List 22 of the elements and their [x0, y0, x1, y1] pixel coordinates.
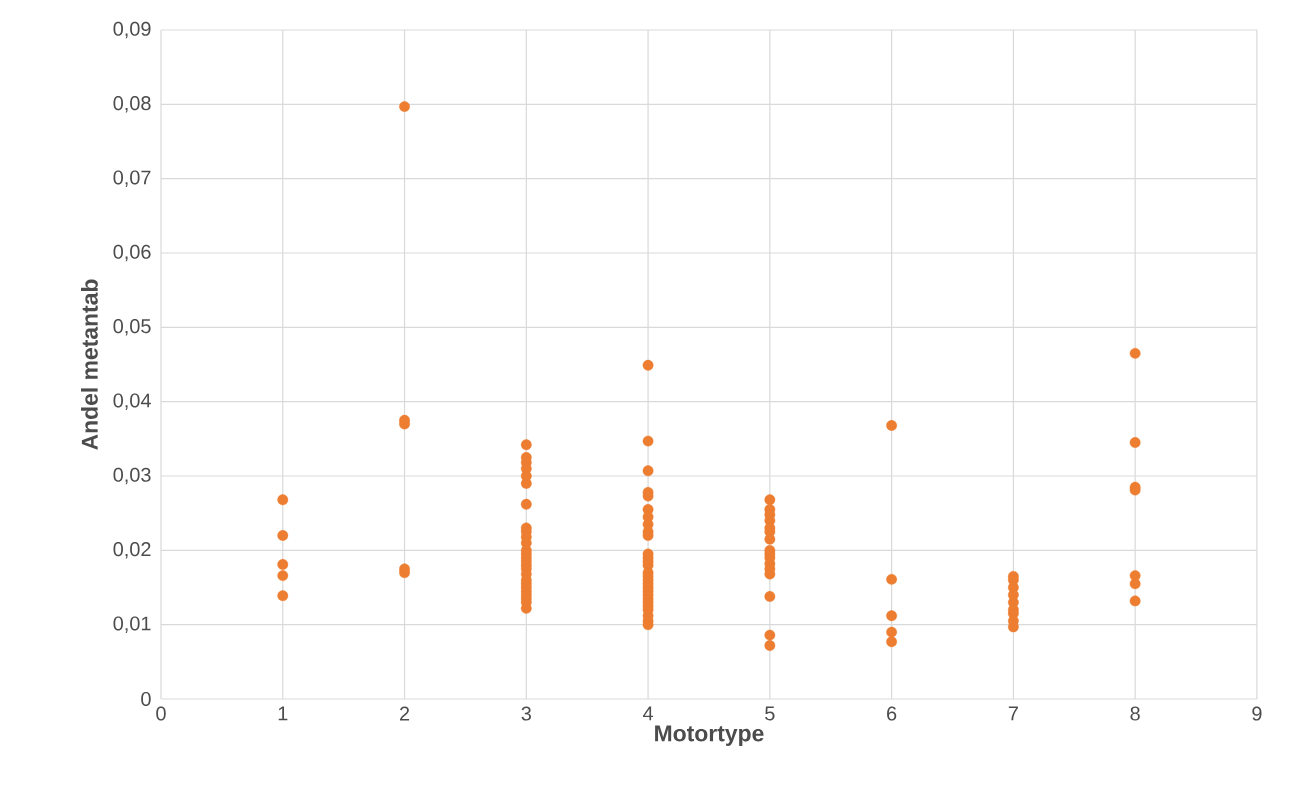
- y-tick-label: 0,02: [113, 542, 151, 559]
- x-tick-label: 5: [765, 706, 775, 721]
- y-tick-label: 0: [141, 691, 151, 707]
- x-tick-label: 7: [1008, 706, 1018, 721]
- y-axis-title: Andel metantab: [81, 279, 98, 450]
- x-tick-label: 2: [400, 706, 410, 721]
- y-tick-label: 0,03: [113, 467, 151, 485]
- y-tick-label: 0,09: [113, 21, 151, 39]
- x-tick-label: 1: [278, 706, 288, 721]
- y-tick-label: 0,08: [113, 96, 151, 113]
- x-tick-label: 4: [642, 706, 654, 721]
- y-tick-label: 0,05: [113, 319, 151, 336]
- y-tick-label: 0,01: [113, 616, 151, 633]
- x-tick-label: 3: [521, 706, 531, 721]
- x-tick-label: 6: [887, 706, 897, 721]
- y-tick-label: 0,04: [113, 393, 151, 410]
- y-tick-label: 0,06: [113, 244, 151, 262]
- y-tick-label: 0,07: [113, 170, 151, 187]
- x-tick-label: 0: [156, 706, 166, 721]
- x-tick-label: 9: [1252, 706, 1262, 721]
- x-axis-title: Motortype: [655, 725, 764, 746]
- x-tick-label: 8: [1130, 706, 1140, 721]
